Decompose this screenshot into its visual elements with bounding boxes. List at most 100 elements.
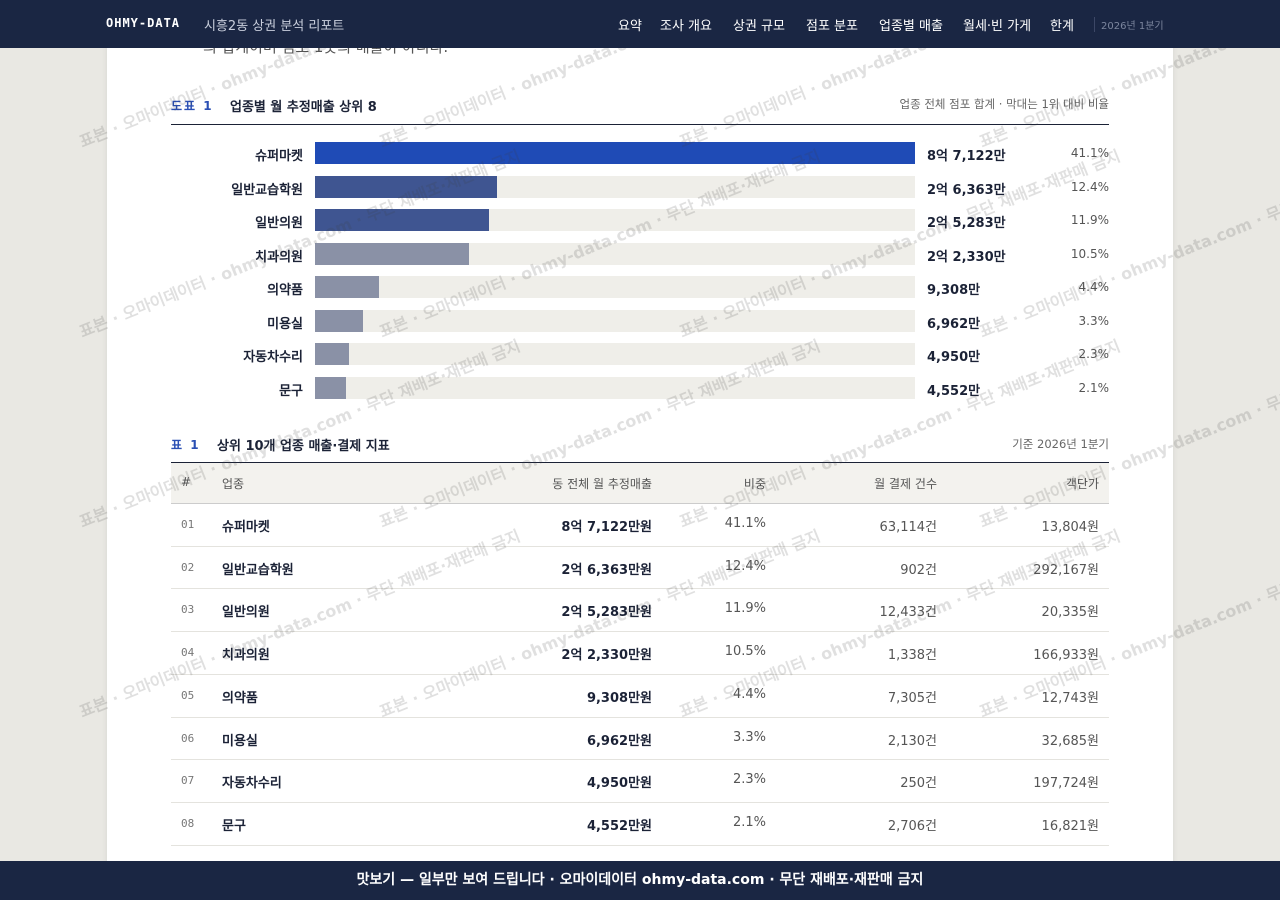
bar — [315, 309, 363, 332]
table-cell: 4,950만원 — [586, 776, 652, 792]
share-label: 10.5% — [1070, 246, 1109, 261]
table-cell: 4,552만원 — [586, 818, 652, 834]
category-label: 미용실 — [267, 316, 303, 332]
nav-link[interactable]: 점포 분포 — [806, 19, 858, 34]
figure-tag: 도표 1 — [171, 99, 214, 113]
value-label: 4,552만 — [927, 383, 981, 399]
column-header: 비중 — [743, 477, 766, 491]
share-label: 3.3% — [1078, 313, 1110, 328]
nav-link[interactable]: 업종별 매출 — [879, 19, 943, 34]
bar — [315, 242, 469, 265]
table-cell: 32,685원 — [1041, 733, 1099, 749]
table-cell: 20,335원 — [1041, 605, 1099, 621]
rank: 05 — [181, 688, 195, 702]
nav-link[interactable]: 상권 규모 — [733, 19, 785, 34]
column-header: # — [181, 475, 192, 489]
table-cell: 의약품 — [222, 690, 258, 706]
table-cell: 1,338건 — [887, 648, 937, 664]
table-cell: 41.1% — [724, 516, 766, 531]
table-header — [171, 463, 1109, 504]
table-cell: 2,130건 — [887, 733, 937, 749]
rule — [171, 462, 1109, 463]
top-nav: OHMY-DATA 시흥2동 상권 분석 리포트 2026년 1분기 요약 조사 … — [0, 0, 1280, 48]
table-cell: 250건 — [900, 776, 937, 792]
value-label: 2억 2,330만 — [927, 249, 1006, 265]
rank: 08 — [181, 816, 195, 830]
nav-link[interactable]: 월세·빈 가게 — [963, 19, 1032, 34]
rank: 01 — [181, 518, 195, 531]
rank: 04 — [181, 646, 195, 660]
rank: 03 — [181, 603, 195, 617]
row-divider — [171, 759, 1109, 761]
row-divider — [171, 631, 1109, 633]
rank: 02 — [181, 560, 195, 574]
share-label: 11.9% — [1070, 213, 1109, 227]
bar — [315, 276, 380, 298]
table-cell: 2.3% — [732, 772, 766, 788]
table-cell: 일반교습학원 — [222, 562, 294, 578]
category-label: 일반의원 — [255, 216, 303, 231]
value-label: 6,962만 — [927, 316, 981, 332]
column-header: 객단가 — [1065, 477, 1099, 491]
table-cell: 12,743원 — [1041, 690, 1099, 706]
footer: 맛보기 — 일부만 보여 드립니다 · 오마이데이터 ohmy-data.com… — [0, 861, 1280, 900]
table-cell: 자동차수리 — [222, 776, 282, 792]
column-header: 월 결제 건수 — [874, 477, 937, 491]
figure-title: 업종별 월 추정매출 상위 8 — [230, 100, 377, 115]
table-cell: 문구 — [222, 818, 246, 834]
row-divider — [171, 716, 1109, 718]
table-cell: 13,804원 — [1041, 520, 1099, 535]
table-cell: 12.4% — [724, 558, 766, 574]
category-label: 의약품 — [267, 283, 303, 298]
value-label: 2억 6,363만 — [927, 182, 1006, 198]
share-label: 2.1% — [1078, 380, 1110, 395]
nav-link[interactable]: 요약 — [618, 19, 642, 34]
table-cell: 197,724원 — [1033, 776, 1099, 792]
table-cell: 63,114건 — [879, 520, 937, 535]
table-cell: 2.1% — [732, 814, 766, 830]
rank: 06 — [181, 731, 195, 745]
row-divider — [171, 844, 1109, 846]
nav-link[interactable]: 조사 개요 — [660, 19, 712, 34]
table-cell: 4.4% — [732, 686, 766, 702]
table-note: 기준 2026년 1분기 — [1012, 437, 1109, 451]
rule — [171, 124, 1109, 125]
bar — [315, 376, 347, 399]
value-label: 8억 7,122만 — [927, 149, 1006, 164]
table-cell: 슈퍼마켓 — [222, 520, 270, 535]
column-header: 동 전체 월 추정매출 — [552, 477, 652, 491]
share-label: 2.3% — [1078, 347, 1110, 361]
bar-track — [315, 309, 915, 332]
period: 2026년 1분기 — [1094, 17, 1175, 32]
table-cell: 8억 7,122만원 — [561, 520, 652, 535]
table-cell: 9,308만원 — [586, 690, 652, 706]
row-divider — [171, 545, 1109, 547]
table-cell: 6,962만원 — [586, 733, 652, 749]
column-header: 업종 — [222, 477, 245, 491]
table-cell: 11.9% — [724, 601, 766, 617]
value-label: 4,950만 — [927, 350, 981, 365]
value-label: 9,308만 — [927, 283, 981, 298]
bar — [315, 175, 497, 198]
table-cell: 16,821원 — [1041, 818, 1099, 834]
value-label: 2억 5,283만 — [927, 216, 1006, 231]
nav-link[interactable]: 한계 — [1050, 19, 1074, 34]
table-cell: 292,167원 — [1033, 562, 1099, 578]
category-label: 자동차수리 — [243, 350, 303, 365]
bar-track — [315, 376, 915, 399]
rank: 07 — [181, 774, 195, 788]
figure-note: 업종 전체 점포 합계 · 막대는 1위 대비 비율 — [899, 97, 1110, 111]
table-cell: 2억 5,283만원 — [561, 605, 652, 621]
table-cell: 치과의원 — [222, 648, 270, 664]
table-cell: 902건 — [900, 562, 937, 578]
brand[interactable]: OHMY-DATA — [106, 16, 181, 30]
bar — [315, 209, 490, 231]
table-cell: 10.5% — [724, 644, 766, 660]
bar — [315, 343, 350, 365]
table-cell: 7,305건 — [887, 690, 937, 706]
share-label: 41.1% — [1070, 146, 1109, 160]
table-cell: 2억 6,363만원 — [561, 562, 652, 578]
table-tag: 표 1 — [171, 438, 201, 452]
share-label: 4.4% — [1078, 280, 1110, 294]
